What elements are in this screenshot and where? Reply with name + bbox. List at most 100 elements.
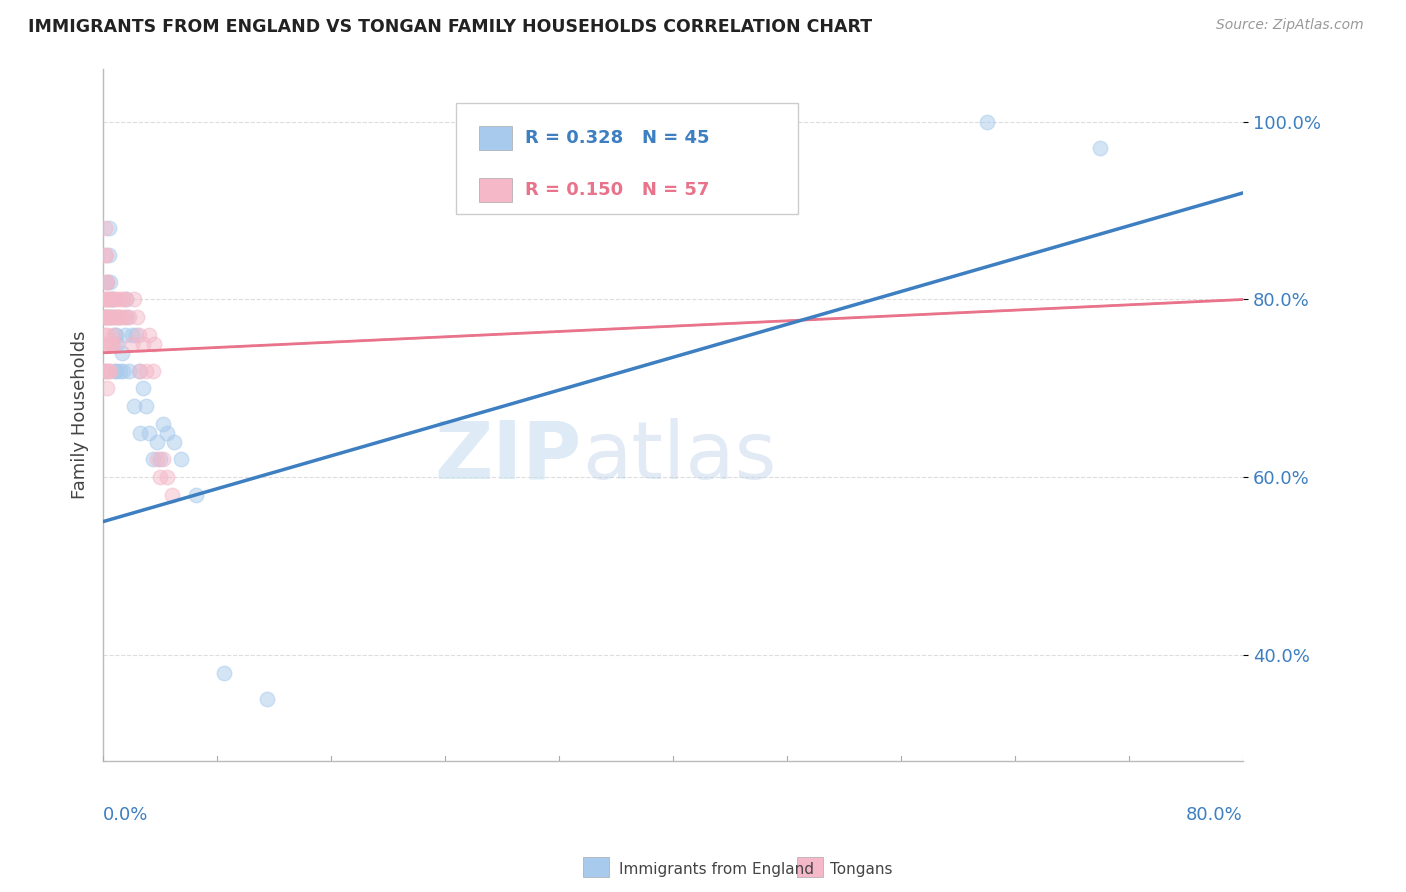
Text: atlas: atlas — [582, 417, 776, 496]
Point — [110, 363, 132, 377]
Point — [156, 470, 179, 484]
Point — [104, 328, 127, 343]
Point — [152, 417, 174, 431]
Y-axis label: Family Households: Family Households — [72, 331, 89, 500]
Point — [146, 434, 169, 449]
Point — [96, 275, 118, 289]
Text: Source: ZipAtlas.com: Source: ZipAtlas.com — [1216, 18, 1364, 32]
Point — [105, 337, 128, 351]
Point — [170, 452, 193, 467]
Point — [96, 310, 118, 325]
Point — [100, 293, 122, 307]
Point — [256, 692, 278, 706]
Point — [127, 310, 149, 325]
Text: R = 0.328   N = 45: R = 0.328 N = 45 — [524, 128, 710, 147]
Point — [128, 363, 150, 377]
Point — [93, 310, 115, 325]
Point — [118, 310, 141, 325]
Point — [96, 363, 118, 377]
Point — [121, 328, 143, 343]
Point — [100, 293, 122, 307]
Text: R = 0.150   N = 57: R = 0.150 N = 57 — [524, 181, 709, 199]
Point — [104, 310, 127, 325]
Point — [98, 275, 121, 289]
Point — [143, 337, 166, 351]
Point — [105, 293, 128, 307]
Point — [96, 381, 118, 395]
Point — [163, 434, 186, 449]
Point — [111, 346, 134, 360]
Point — [160, 488, 183, 502]
Point — [101, 293, 124, 307]
Point — [212, 665, 235, 680]
Text: Immigrants from England: Immigrants from England — [619, 863, 814, 877]
Point — [135, 399, 157, 413]
Point — [132, 337, 155, 351]
Point — [100, 337, 122, 351]
Point — [114, 328, 136, 343]
Point — [105, 310, 128, 325]
Point — [117, 310, 139, 325]
Point — [97, 248, 120, 262]
Text: 0.0%: 0.0% — [103, 805, 149, 824]
Point — [93, 328, 115, 343]
FancyBboxPatch shape — [457, 103, 799, 214]
Point — [97, 221, 120, 235]
Point — [128, 328, 150, 343]
Point — [149, 452, 172, 467]
Text: 80.0%: 80.0% — [1187, 805, 1243, 824]
Point — [156, 425, 179, 440]
Point — [135, 363, 157, 377]
Point — [96, 310, 118, 325]
Point — [115, 293, 138, 307]
Point — [96, 293, 118, 307]
Bar — [797, 857, 823, 877]
Point — [97, 363, 120, 377]
Point — [129, 425, 152, 440]
Point — [114, 310, 136, 325]
Point — [138, 328, 160, 343]
Point — [101, 310, 124, 325]
Point — [100, 337, 122, 351]
Point — [111, 310, 134, 325]
Point — [97, 310, 120, 325]
Point — [103, 337, 125, 351]
Point — [98, 337, 121, 351]
Point — [94, 275, 117, 289]
Point — [98, 310, 121, 325]
Point — [101, 293, 124, 307]
Point — [93, 363, 115, 377]
Point — [96, 275, 118, 289]
Point — [94, 248, 117, 262]
Point — [100, 310, 122, 325]
Point — [110, 293, 132, 307]
Point — [142, 363, 165, 377]
Point — [121, 337, 143, 351]
Point — [142, 452, 165, 467]
Point — [103, 310, 125, 325]
Point — [146, 452, 169, 467]
Text: Tongans: Tongans — [830, 863, 891, 877]
Point — [98, 293, 121, 307]
Point — [104, 363, 127, 377]
Point — [118, 363, 141, 377]
Point — [976, 115, 998, 129]
Text: IMMIGRANTS FROM ENGLAND VS TONGAN FAMILY HOUSEHOLDS CORRELATION CHART: IMMIGRANTS FROM ENGLAND VS TONGAN FAMILY… — [28, 18, 872, 36]
Point — [96, 328, 118, 343]
Point — [1090, 141, 1112, 155]
Point — [107, 310, 129, 325]
Point — [152, 452, 174, 467]
Point — [124, 399, 146, 413]
Point — [129, 363, 152, 377]
Point — [94, 293, 117, 307]
Point — [98, 363, 121, 377]
Point — [124, 293, 146, 307]
Point — [101, 328, 124, 343]
FancyBboxPatch shape — [479, 126, 512, 150]
FancyBboxPatch shape — [479, 178, 512, 202]
Point — [94, 310, 117, 325]
Text: ZIP: ZIP — [434, 417, 582, 496]
Point — [98, 310, 121, 325]
Point — [97, 293, 120, 307]
Point — [138, 425, 160, 440]
